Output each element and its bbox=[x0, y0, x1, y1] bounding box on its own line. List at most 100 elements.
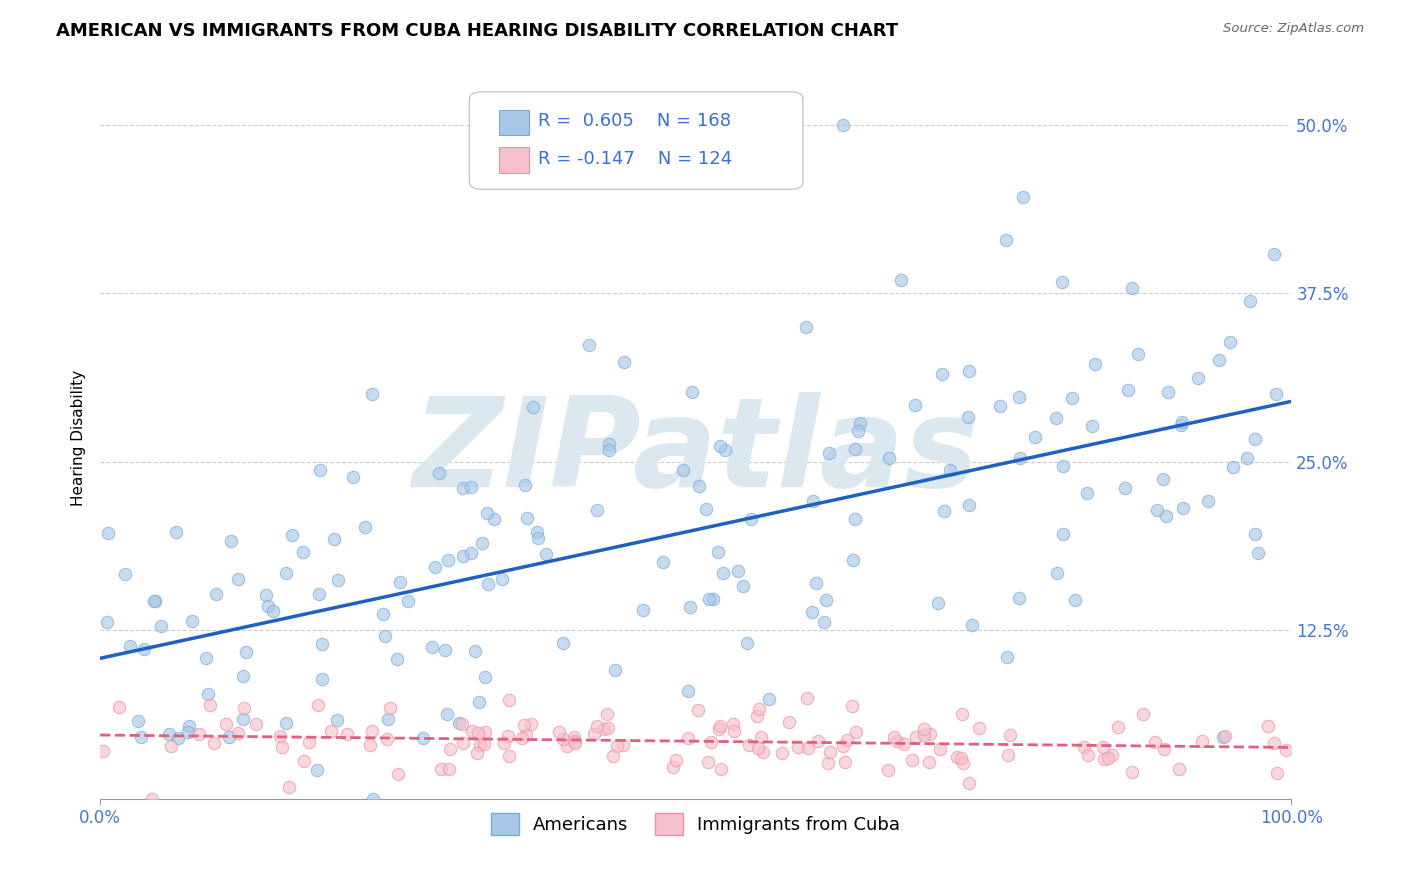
Point bbox=[613, 355, 636, 369]
Point bbox=[846, 425, 869, 439]
Point bbox=[141, 792, 163, 806]
Point bbox=[472, 737, 495, 751]
Point bbox=[796, 690, 818, 705]
Point bbox=[844, 512, 866, 526]
Point bbox=[166, 731, 188, 745]
Point bbox=[198, 698, 221, 713]
Point bbox=[1092, 752, 1115, 766]
Point bbox=[890, 273, 912, 287]
Point bbox=[612, 738, 634, 752]
Point bbox=[226, 726, 249, 740]
Point bbox=[932, 504, 955, 518]
Point bbox=[380, 701, 402, 715]
Point bbox=[1052, 458, 1074, 473]
Point bbox=[711, 566, 734, 580]
Point bbox=[893, 737, 915, 751]
Point bbox=[998, 728, 1021, 742]
Point bbox=[516, 510, 538, 524]
Point bbox=[477, 576, 499, 591]
Point bbox=[423, 559, 446, 574]
Point bbox=[451, 717, 474, 731]
Point bbox=[681, 385, 703, 400]
Point bbox=[834, 756, 856, 770]
Point bbox=[336, 727, 359, 741]
Point bbox=[1084, 358, 1107, 372]
Point bbox=[731, 579, 754, 593]
Point bbox=[468, 695, 491, 709]
Point bbox=[498, 692, 520, 706]
Point bbox=[603, 664, 626, 678]
Point bbox=[735, 636, 758, 650]
Point bbox=[662, 760, 685, 774]
Point bbox=[257, 599, 280, 614]
Point bbox=[97, 526, 120, 541]
Point bbox=[1143, 735, 1166, 749]
Point bbox=[957, 364, 980, 378]
Point bbox=[474, 724, 496, 739]
Point bbox=[678, 684, 700, 698]
Point bbox=[292, 754, 315, 768]
Point bbox=[274, 716, 297, 731]
Point bbox=[1219, 334, 1241, 349]
Point bbox=[749, 731, 772, 745]
Point bbox=[202, 736, 225, 750]
Point bbox=[498, 729, 520, 743]
Point bbox=[375, 731, 398, 746]
Point bbox=[361, 792, 384, 806]
Point bbox=[758, 692, 780, 706]
Point bbox=[177, 719, 200, 733]
Point bbox=[374, 629, 396, 643]
Point bbox=[1267, 766, 1289, 780]
Point bbox=[564, 736, 586, 750]
Point bbox=[1191, 734, 1213, 748]
Point bbox=[877, 763, 900, 777]
Point bbox=[818, 745, 841, 759]
Point bbox=[326, 713, 349, 727]
Point bbox=[451, 481, 474, 495]
Point bbox=[322, 533, 344, 547]
Point bbox=[271, 739, 294, 754]
Y-axis label: Hearing Disability: Hearing Disability bbox=[72, 370, 86, 506]
Point bbox=[165, 524, 187, 539]
Point bbox=[1060, 391, 1083, 405]
Point bbox=[437, 553, 460, 567]
Point bbox=[1170, 417, 1192, 432]
Point bbox=[831, 118, 853, 132]
Point bbox=[837, 732, 859, 747]
Point bbox=[1008, 591, 1031, 606]
Point bbox=[710, 762, 733, 776]
Point bbox=[513, 478, 536, 492]
Point bbox=[815, 593, 838, 607]
Point bbox=[305, 763, 328, 777]
Point bbox=[1247, 546, 1270, 560]
Point bbox=[883, 730, 905, 744]
Point bbox=[460, 546, 482, 560]
Point bbox=[738, 738, 761, 752]
Point bbox=[467, 726, 489, 740]
Point bbox=[633, 603, 655, 617]
Point bbox=[292, 544, 315, 558]
Point bbox=[269, 729, 291, 743]
Point bbox=[205, 587, 228, 601]
Point bbox=[596, 721, 619, 735]
Point bbox=[707, 545, 730, 559]
Point bbox=[307, 698, 329, 712]
Point bbox=[957, 498, 980, 512]
Point bbox=[451, 549, 474, 564]
Point bbox=[747, 741, 769, 756]
Point bbox=[745, 709, 768, 723]
Point bbox=[946, 750, 969, 764]
Point bbox=[931, 367, 953, 381]
Point bbox=[1167, 763, 1189, 777]
Point bbox=[361, 723, 384, 738]
Point bbox=[1156, 385, 1178, 400]
Point bbox=[254, 588, 277, 602]
Point bbox=[132, 641, 155, 656]
Point bbox=[832, 739, 855, 754]
Point bbox=[420, 640, 443, 654]
Point bbox=[464, 643, 486, 657]
Point bbox=[1154, 509, 1177, 524]
Point bbox=[672, 463, 695, 477]
FancyBboxPatch shape bbox=[470, 92, 803, 189]
Point bbox=[510, 731, 533, 746]
